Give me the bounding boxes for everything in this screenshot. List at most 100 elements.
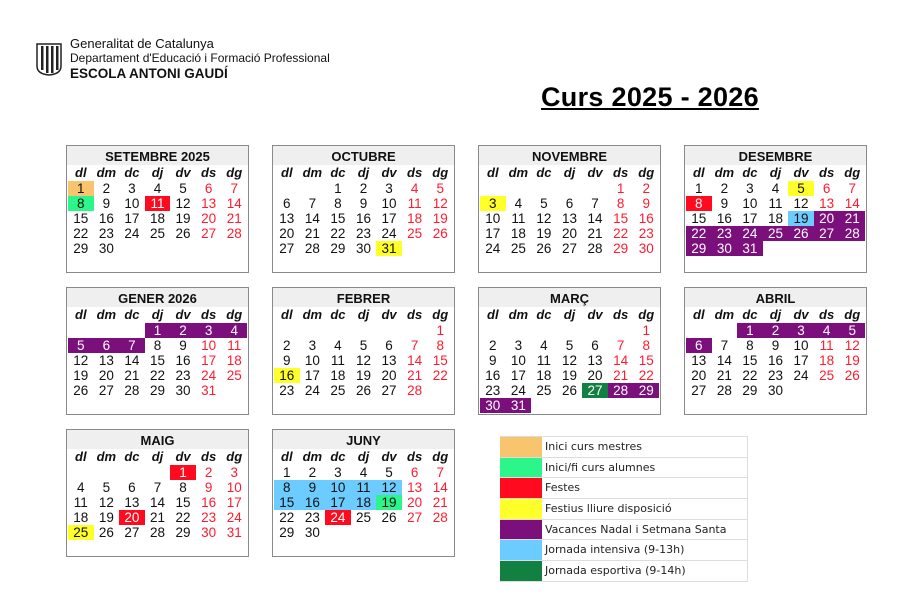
day-cell: 13: [819, 196, 835, 211]
day-cell: 4: [77, 480, 85, 495]
weekday-label: dl: [75, 449, 87, 464]
day-cell: 17: [304, 368, 320, 383]
day-cell: 10: [124, 196, 140, 211]
day-cell: 14: [124, 353, 140, 368]
day-cell-lliure: 16: [274, 368, 300, 383]
day-cell-vacances: 5: [839, 323, 865, 338]
day-cell: 12: [175, 196, 191, 211]
month-9: MAIG dl dm dc dj dv ds dg 1 2 3 4 5 6 7 8 9 10 11 12 13 14 15 1…: [66, 429, 249, 557]
month-title: SETEMBRE 2025: [67, 146, 248, 165]
day-cell: 22: [330, 226, 346, 241]
legend-swatch: [500, 519, 542, 540]
day-cell: 21: [226, 211, 242, 226]
day-cell-lliure: 31: [376, 241, 402, 256]
weekday-label: dj: [357, 449, 370, 464]
day-cell: 28: [124, 383, 140, 398]
day-cell: 5: [385, 465, 393, 480]
weekday-label: dj: [151, 165, 164, 180]
weekday-label: dv: [381, 165, 397, 180]
day-cell-alumnes: 19: [376, 495, 402, 510]
day-cell: 7: [848, 181, 856, 196]
weekday-label: dc: [330, 307, 346, 322]
day-cell: 28: [407, 383, 423, 398]
day-cell: 10: [485, 211, 501, 226]
weekday-label: dm: [96, 165, 117, 180]
legend-item-esportiva: Jornada esportiva (9-14h): [500, 561, 748, 582]
legend-label: Festius lliure disposició: [545, 502, 672, 516]
day-cell: 23: [279, 383, 295, 398]
day-cell: 2: [642, 181, 650, 196]
day-cell: 1: [334, 181, 342, 196]
day-cell: 19: [432, 211, 448, 226]
day-cell-vacances: 25: [762, 226, 789, 241]
empty-cell: [531, 323, 557, 338]
day-cell: 21: [149, 510, 165, 525]
day-cell-mestres: 1: [68, 181, 94, 196]
day-cell: 18: [536, 368, 552, 383]
day-cell: 17: [381, 211, 397, 226]
day-cell: 10: [742, 196, 758, 211]
weekday-label: ds: [407, 165, 423, 180]
day-cell: 18: [73, 510, 89, 525]
weekday-label: dm: [302, 165, 323, 180]
weekday-label: dc: [742, 165, 758, 180]
weekday-label: dg: [226, 307, 243, 322]
day-cell-vacances: 4: [221, 323, 247, 338]
day-cell-intensiva: 18: [350, 495, 377, 510]
day-cell: 15: [149, 353, 165, 368]
day-cell: 12: [561, 353, 577, 368]
weekday-label: dg: [432, 307, 449, 322]
month-10: JUNY dl dm dc dj dv ds dg 1 2 3 4 5 6 7 8 9 10 11 12 13 14 15 1…: [272, 429, 455, 557]
day-cell: 2: [720, 181, 729, 196]
day-cell: 30: [638, 241, 654, 256]
day-cell: 10: [304, 353, 320, 368]
day-cell-intensiva: 10: [325, 480, 351, 495]
legend-item-lliure: Festius lliure disposició: [500, 499, 748, 520]
legend-label: Inici/fi curs alumnes: [545, 460, 656, 474]
day-cell: 7: [591, 196, 599, 211]
day-cell: 22: [742, 368, 758, 383]
day-cell: 26: [536, 241, 552, 256]
day-cell: 10: [201, 338, 217, 353]
day-cell: 2: [359, 181, 368, 196]
day-cell-vacances: 21: [839, 211, 865, 226]
weekday-label: dv: [793, 307, 809, 322]
day-cell-vacances: 28: [839, 226, 865, 241]
day-cell: 29: [279, 525, 295, 540]
day-cell-intensiva: 17: [325, 495, 351, 510]
day-cell: 25: [330, 383, 346, 398]
day-cell: 20: [691, 368, 707, 383]
day-cell: 14: [407, 353, 423, 368]
day-cell: 14: [149, 495, 165, 510]
empty-cell: [582, 181, 608, 196]
generalitat-logo-icon: [36, 43, 62, 76]
day-cell: 12: [844, 338, 860, 353]
day-cell: 17: [226, 495, 242, 510]
day-cell: 3: [128, 181, 136, 196]
month-title: GENER 2026: [67, 288, 248, 307]
day-cell: 2: [489, 338, 497, 353]
weekday-label: dg: [432, 449, 449, 464]
day-cell-vacances: 20: [813, 211, 840, 226]
empty-cell: [531, 181, 557, 196]
day-cell-vacances: 1: [144, 323, 171, 338]
month-title: MAIG: [67, 430, 248, 449]
month-8: ABRIL dl dm dc dj dv ds dg 1 2 3 4 5 6 7 8 9 10 11 12 13 14 15…: [684, 287, 867, 415]
month-title: DESEMBRE: [685, 146, 866, 165]
day-cell: 6: [204, 181, 213, 196]
day-cell: 6: [410, 465, 419, 480]
day-cell: 23: [98, 226, 114, 241]
day-cell: 24: [510, 383, 526, 398]
day-cell: 16: [767, 353, 783, 368]
day-cell: 4: [359, 465, 368, 480]
day-cell: 10: [381, 196, 397, 211]
day-cell: 28: [226, 226, 242, 241]
day-cell: 11: [768, 196, 783, 211]
weekday-label: dl: [281, 307, 293, 322]
day-cell-vacances: 29: [633, 383, 659, 398]
day-cell: 3: [230, 465, 238, 480]
legend-item-alumnes: Inici/fi curs alumnes: [500, 457, 748, 479]
weekday-label: ds: [819, 165, 835, 180]
day-cell-vacances: 7: [119, 338, 145, 353]
